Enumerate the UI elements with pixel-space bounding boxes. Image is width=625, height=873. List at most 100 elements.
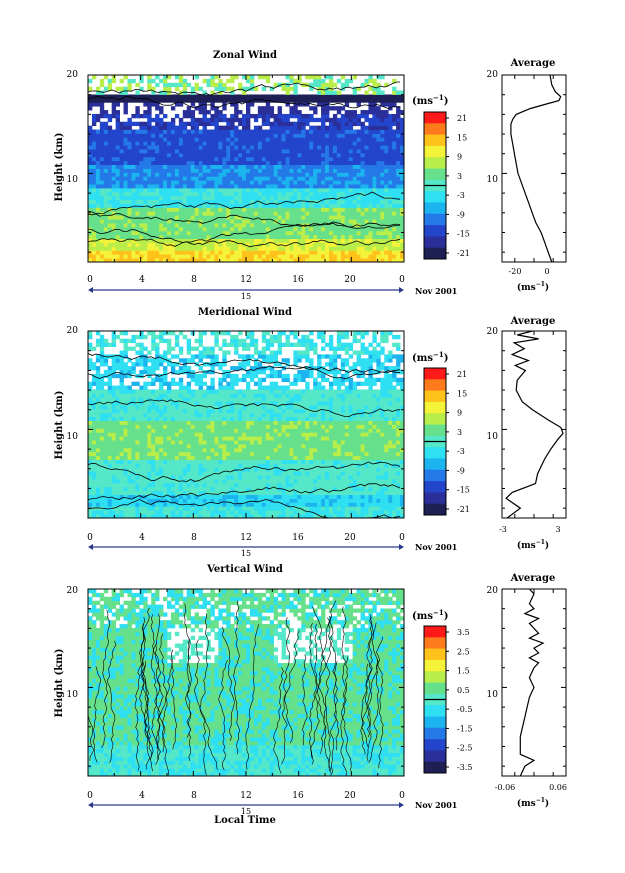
heatmap-cell [321, 234, 326, 240]
heatmap-cell [238, 156, 243, 162]
heatmap-cell [170, 514, 176, 519]
heatmap-cell [356, 514, 361, 519]
heatmap-cell [305, 494, 310, 499]
heatmap-cell [103, 482, 109, 488]
heatmap-cell [159, 117, 164, 123]
heatmap-cell [234, 145, 239, 150]
heatmap-cell [91, 117, 97, 123]
heatmap-cell [234, 230, 239, 236]
heatmap-cell [246, 141, 251, 146]
heatmap-cell [400, 479, 405, 484]
heatmap-cell [194, 106, 199, 111]
heatmap-cell [111, 479, 117, 484]
heatmap-cell [249, 86, 255, 91]
heatmap-cell [301, 98, 306, 103]
heatmap-cell [123, 246, 128, 251]
heatmap-cell [88, 94, 93, 99]
heatmap-cell [111, 250, 117, 255]
heatmap-cell [261, 463, 267, 468]
heatmap-cell [131, 199, 136, 204]
heatmap-cell [332, 459, 338, 464]
heatmap-cell [332, 455, 338, 460]
heatmap-cell [305, 94, 310, 99]
heatmap-cell [107, 234, 113, 240]
heatmap-cell [321, 160, 326, 166]
heatmap-cell [332, 226, 338, 232]
heatmap-cell [257, 156, 263, 162]
heatmap-cell [380, 133, 385, 138]
heatmap-cell [328, 207, 334, 212]
heatmap-cell [234, 156, 239, 162]
heatmap-cell [309, 94, 314, 99]
heatmap-cell [182, 238, 188, 243]
heatmap-cell [218, 191, 223, 197]
heatmap-cell [198, 502, 203, 507]
heatmap-cell [155, 486, 160, 492]
heatmap-cell [269, 106, 275, 111]
heatmap-cell [368, 455, 373, 460]
heatmap-cell [297, 254, 302, 259]
heatmap-cell [392, 164, 397, 169]
heatmap-cell [281, 129, 286, 134]
heatmap-cell [297, 117, 302, 123]
heatmap-cell [198, 471, 203, 476]
heatmap-cell [190, 223, 196, 228]
heatmap-cell [218, 246, 223, 251]
heatmap-cell [198, 149, 203, 154]
heatmap-cell [376, 110, 381, 115]
heatmap-cell [222, 506, 227, 511]
heatmap-cell [352, 184, 357, 189]
heatmap-cell [174, 242, 180, 247]
heatmap-cell [261, 164, 267, 169]
heatmap-cell [88, 203, 93, 208]
heatmap-cell [380, 187, 385, 193]
heatmap-cell [325, 514, 330, 519]
colorbar-label: 9 [457, 153, 462, 162]
heatmap-cell [253, 467, 259, 472]
heatmap-cell [182, 510, 188, 515]
heatmap-cell [356, 180, 361, 185]
heatmap-cell [218, 110, 223, 115]
heatmap-cell [147, 242, 152, 247]
heatmap-cell [348, 137, 354, 142]
heatmap-cell [95, 250, 101, 255]
heatmap-cell [269, 199, 275, 204]
heatmap-cell [364, 129, 369, 134]
heatmap-cell [242, 98, 247, 103]
heatmap-cell [234, 219, 239, 224]
heatmap-cell [356, 94, 361, 99]
heatmap-cell [344, 125, 350, 130]
heatmap-cell [285, 121, 290, 127]
heatmap-cell [368, 145, 373, 150]
heatmap-cell [400, 498, 405, 503]
heatmap-cell [348, 168, 354, 173]
heatmap-cell [238, 215, 243, 220]
heatmap-cell [163, 226, 168, 232]
heatmap-cell [368, 98, 373, 103]
heatmap-cell [234, 463, 239, 468]
heatmap-cell [226, 459, 231, 464]
heatmap-cell [285, 207, 290, 212]
heatmap-cell [332, 106, 338, 111]
heatmap-cell [214, 226, 219, 232]
heatmap-cell [238, 246, 243, 251]
heatmap-cell [139, 141, 144, 146]
heatmap-cell [103, 219, 109, 224]
heatmap-cell [230, 184, 235, 189]
heatmap-cell [194, 156, 199, 162]
heatmap-cell [190, 110, 196, 115]
heatmap-cell [135, 215, 140, 220]
heatmap-cell [246, 176, 251, 181]
heatmap-cell [328, 250, 334, 255]
heatmap-cell [400, 226, 405, 232]
heatmap-cell [392, 238, 397, 243]
heatmap-cell [340, 258, 346, 263]
heatmap-cell [321, 203, 326, 208]
heatmap-cell [99, 199, 105, 204]
heatmap-cell [246, 455, 251, 460]
heatmap-cell [99, 125, 105, 130]
heatmap-cell [230, 207, 235, 212]
heatmap-cell [186, 168, 192, 173]
heatmap-cell [352, 475, 357, 480]
heatmap-cell [91, 98, 97, 103]
